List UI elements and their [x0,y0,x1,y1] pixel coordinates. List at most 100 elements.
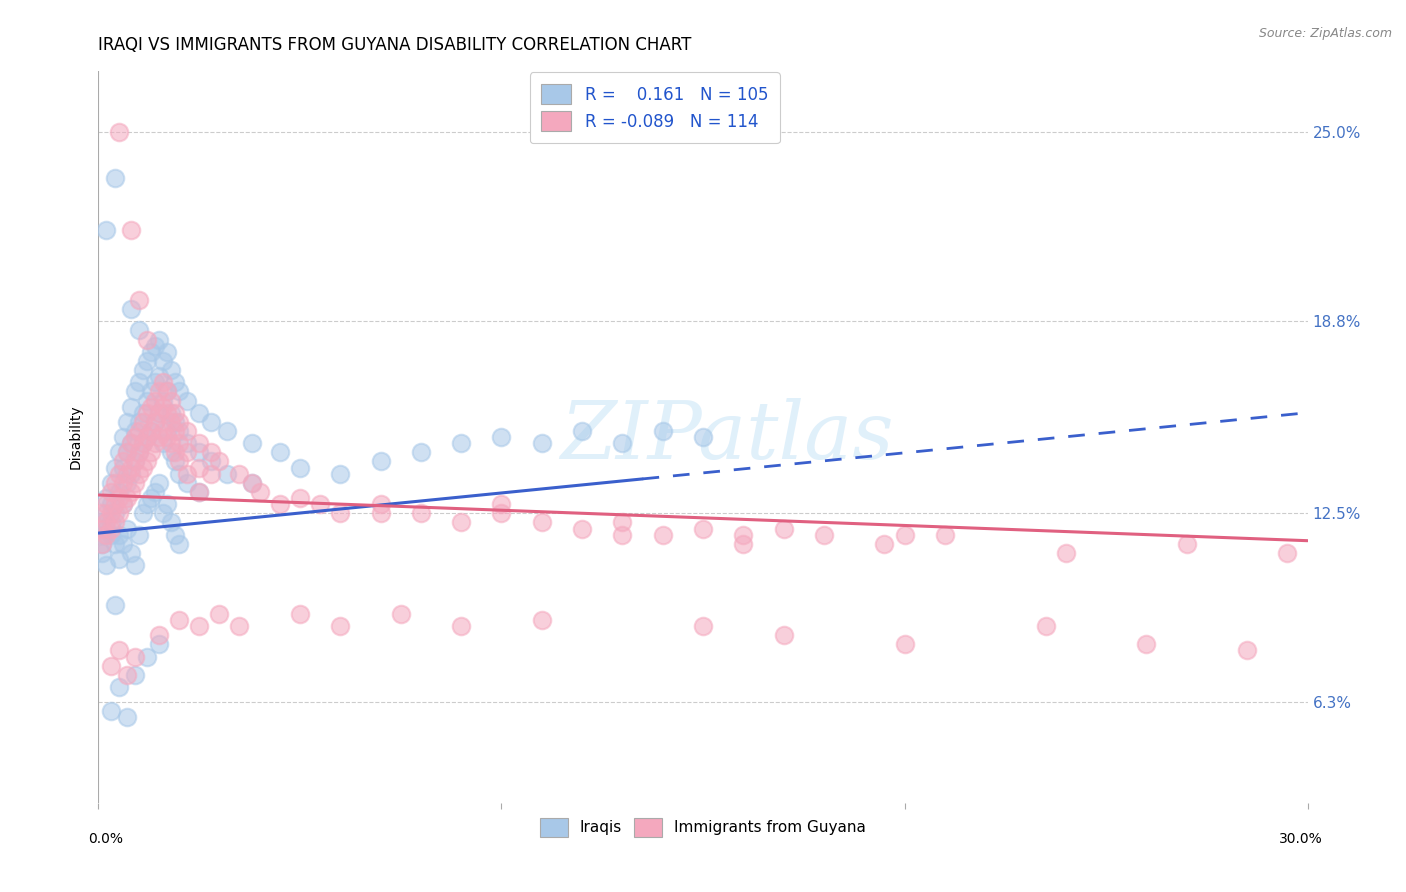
Point [128,467,150,481]
Point [96,558,118,573]
Point [612,436,634,450]
Y-axis label: Disability: Disability [69,405,83,469]
Point [772,628,794,642]
Point [167,537,190,551]
Point [139,491,162,505]
Point [100,527,122,541]
Point [100,497,122,511]
Point [135,497,157,511]
Point [612,516,634,530]
Point [450,516,472,530]
Point [813,527,835,541]
Point [370,497,392,511]
Point [269,445,291,459]
Point [111,497,134,511]
Point [163,454,186,468]
Point [208,607,231,621]
Point [96,516,118,530]
Point [152,400,174,414]
Point [176,475,198,490]
Point [103,537,125,551]
Point [163,415,186,429]
Point [217,467,239,481]
Point [692,430,714,444]
Point [228,619,250,633]
Point [124,558,146,573]
Point [188,485,211,500]
Point [132,406,155,420]
Point [96,491,118,505]
Point [139,384,162,399]
Point [160,516,183,530]
Point [107,552,129,566]
Point [152,375,174,389]
Point [132,460,155,475]
Text: Source: ZipAtlas.com: Source: ZipAtlas.com [1258,27,1392,40]
Point [148,475,170,490]
Point [200,454,222,468]
Point [167,415,190,429]
Point [100,475,122,490]
Point [167,613,190,627]
Point [148,430,170,444]
Point [132,363,155,377]
Point [240,436,263,450]
Text: 0.0%: 0.0% [89,832,122,846]
Point [103,506,125,520]
Point [139,424,162,438]
Point [115,667,138,682]
Point [772,521,794,535]
Point [163,445,186,459]
Point [143,375,166,389]
Point [329,467,352,481]
Point [288,607,311,621]
Point [143,415,166,429]
Point [176,393,198,408]
Point [152,354,174,368]
Point [163,406,186,420]
Point [96,506,118,520]
Point [91,546,114,560]
Point [111,460,134,475]
Point [135,354,157,368]
Point [143,339,166,353]
Text: IRAQI VS IMMIGRANTS FROM GUYANA DISABILITY CORRELATION CHART: IRAQI VS IMMIGRANTS FROM GUYANA DISABILI… [98,36,692,54]
Point [176,445,198,459]
Point [167,424,190,438]
Point [530,613,553,627]
Point [91,521,114,535]
Point [120,400,142,414]
Point [571,424,593,438]
Point [160,363,183,377]
Point [188,460,211,475]
Point [200,415,222,429]
Point [120,460,142,475]
Point [107,485,129,500]
Point [152,436,174,450]
Point [111,454,134,468]
Point [115,491,138,505]
Point [893,527,915,541]
Point [148,406,170,420]
Point [132,436,155,450]
Point [1236,643,1258,657]
Point [450,436,472,450]
Point [143,436,166,450]
Point [135,333,157,347]
Point [370,506,392,520]
Point [139,445,162,459]
Point [135,454,157,468]
Point [115,467,138,481]
Point [120,302,142,317]
Point [167,467,190,481]
Point [115,521,138,535]
Point [115,475,138,490]
Point [208,454,231,468]
Point [107,467,129,481]
Point [288,491,311,505]
Point [249,485,271,500]
Point [100,658,122,673]
Point [128,445,150,459]
Point [1135,637,1157,651]
Point [217,424,239,438]
